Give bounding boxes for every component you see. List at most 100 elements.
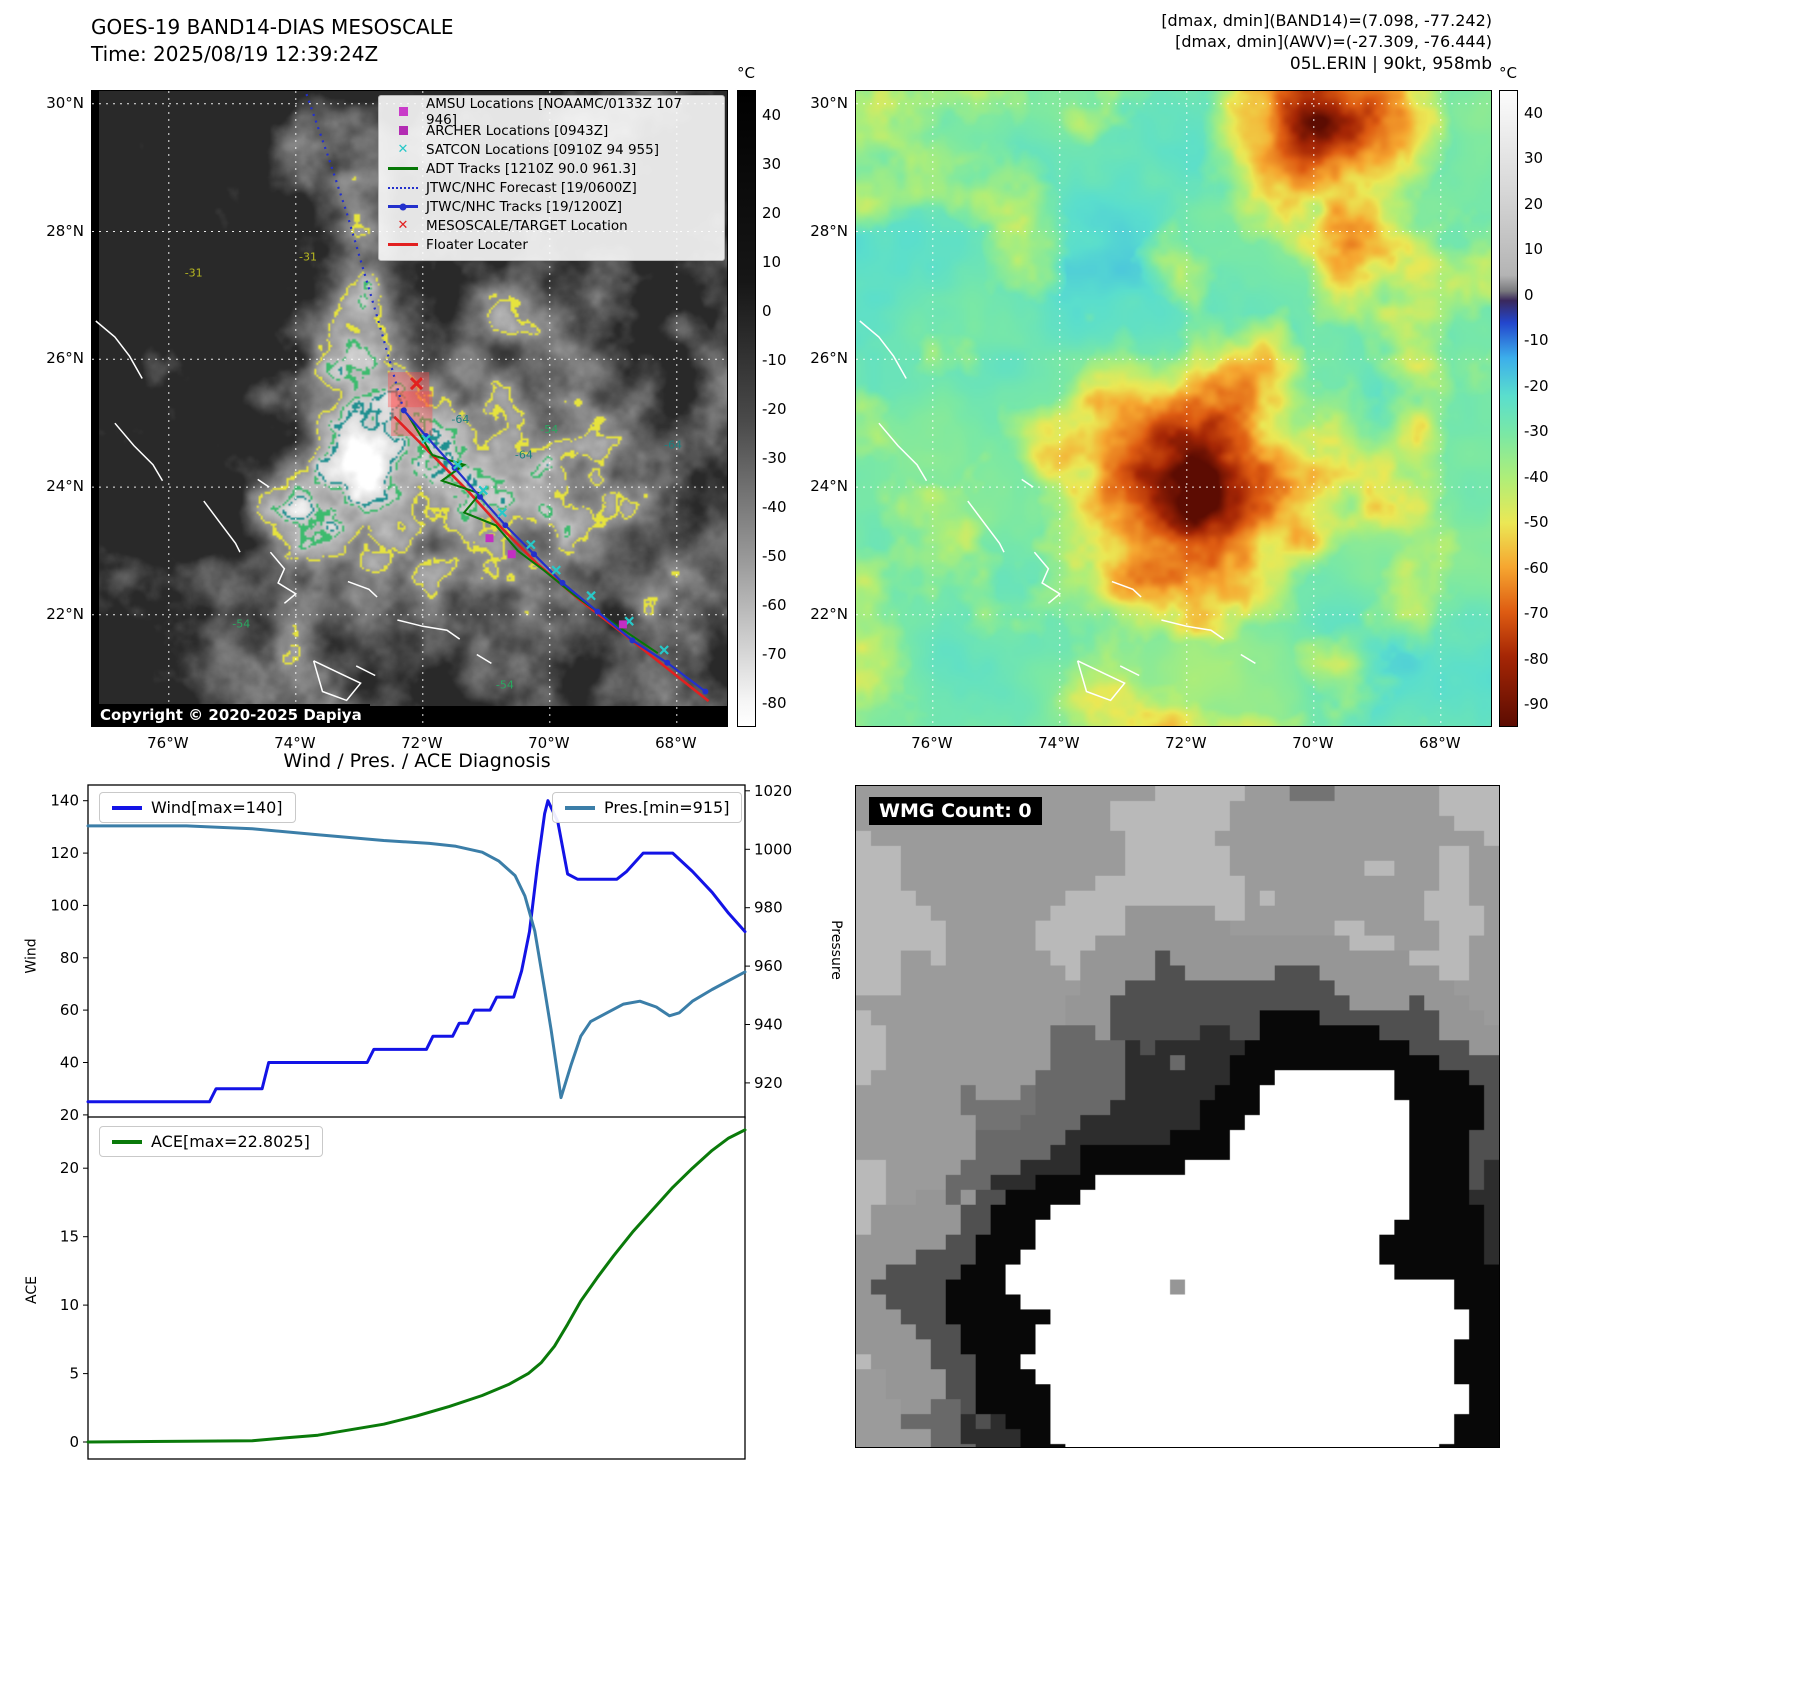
legend-item: AMSU Locations [NOAAMC/0133Z 107 946]: [387, 96, 716, 128]
tick-label: -80: [1524, 649, 1549, 668]
tick-label: 40: [762, 105, 782, 124]
awv-map-panel: [855, 90, 1492, 727]
svg-text:0: 0: [69, 1433, 79, 1451]
svg-text:-31: -31: [299, 250, 317, 263]
tick-label: -30: [762, 448, 787, 467]
legend-item-label: ADT Tracks [1210Z 90.0 961.3]: [426, 160, 637, 177]
ace-legend-line: [112, 1139, 142, 1144]
wind-axis-label: Wind: [23, 938, 40, 974]
tick-label: 30: [1524, 149, 1544, 168]
svg-text:-54: -54: [496, 678, 514, 691]
legend-item-label: Floater Locater: [426, 236, 528, 253]
tick-label: 30: [762, 154, 782, 173]
tick-label: -50: [1524, 513, 1549, 532]
svg-text:140: 140: [50, 792, 79, 810]
legend-item: JTWC/NHC Tracks [19/1200Z]: [387, 197, 716, 216]
svg-text:-64: -64: [664, 439, 682, 452]
tick-label: -20: [762, 399, 787, 418]
svg-text:5: 5: [69, 1365, 79, 1383]
tick-label: 22°N: [46, 604, 84, 623]
tick-label: 28°N: [810, 221, 848, 240]
copyright-label: Copyright © 2020-2025 Dapiya: [92, 704, 370, 726]
svg-text:960: 960: [754, 957, 783, 975]
legend-item: ARCHER Locations [0943Z]: [387, 121, 716, 140]
tick-label: 70°W: [528, 734, 570, 752]
svg-text:-31: -31: [185, 266, 203, 279]
band14-colorbar: [737, 90, 756, 727]
tick-label: -90: [1524, 695, 1549, 714]
awv-colorbar: [1499, 90, 1518, 727]
tick-label: 28°N: [46, 221, 84, 240]
tick-label: -70: [762, 644, 787, 663]
colorbar-unit-right: °C: [1499, 64, 1517, 82]
tick-label: 74°W: [1038, 734, 1080, 752]
chart-title: Wind / Pres. / ACE Diagnosis: [283, 750, 551, 772]
svg-text:1000: 1000: [754, 840, 792, 858]
tick-label: -40: [1524, 467, 1549, 486]
wind-legend-label: Wind[max=140]: [151, 798, 283, 817]
wmg-count-label: WMG Count: 0: [869, 797, 1042, 825]
svg-text:20: 20: [60, 1159, 79, 1177]
svg-text:100: 100: [50, 896, 79, 914]
svg-text:15: 15: [60, 1228, 79, 1246]
tick-label: -10: [762, 350, 787, 369]
svg-text:-64: -64: [515, 448, 533, 461]
svg-text:10: 10: [60, 1296, 79, 1314]
dmax-dmin-awv: [dmax, dmin](AWV)=(-27.309, -76.444): [1175, 32, 1492, 51]
legend-item-label: SATCON Locations [0910Z 94 955]: [426, 141, 659, 158]
svg-text:980: 980: [754, 899, 783, 917]
svg-text:120: 120: [50, 844, 79, 862]
legend-item: ✕ MESOSCALE/TARGET Location: [387, 216, 716, 235]
tick-label: 10: [762, 252, 782, 271]
map-legend: AMSU Locations [NOAAMC/0133Z 107 946] ARC…: [378, 95, 725, 261]
awv-satellite-image: [856, 91, 1491, 726]
tick-label: -60: [762, 595, 787, 614]
left-panel-title: GOES-19 BAND14-DIAS MESOSCALE: [91, 15, 454, 39]
left-panel-time: Time: 2025/08/19 12:39:24Z: [91, 42, 379, 66]
wind-pressure-chart: 20 40 60 80 100 120 140 920 940 960 980 1000 1020: [50, 782, 792, 1124]
tick-label: 22°N: [810, 604, 848, 623]
legend-item: JTWC/NHC Forecast [19/0600Z]: [387, 178, 716, 197]
dmax-dmin-band14: [dmax, dmin](BAND14)=(7.098, -77.242): [1161, 11, 1492, 30]
square-marker-icon: [387, 126, 419, 135]
svg-text:940: 940: [754, 1016, 783, 1034]
legend-item: ✕ SATCON Locations [0910Z 94 955]: [387, 140, 716, 159]
legend-item-label: JTWC/NHC Forecast [19/0600Z]: [426, 179, 637, 196]
tick-label: 76°W: [911, 734, 953, 752]
svg-text:920: 920: [754, 1074, 783, 1092]
x-marker-icon: ✕: [397, 218, 409, 233]
tick-label: -70: [1524, 604, 1549, 623]
tick-label: 24°N: [46, 477, 84, 496]
svg-text:1020: 1020: [754, 782, 792, 800]
tick-label: 20: [762, 203, 782, 222]
pressure-axis-label: Pressure: [827, 920, 844, 980]
tick-label: 24°N: [810, 477, 848, 496]
tick-label: 72°W: [1165, 734, 1207, 752]
wind-legend: Wind[max=140]: [99, 792, 296, 823]
band14-map-panel: -31 -31 -64 -64 -54 -54 -54 -64 AMSU Locations …: [91, 90, 728, 727]
line-marker-icon: [387, 243, 419, 246]
legend-item-label: AMSU Locations [NOAAMC/0133Z 107 946]: [426, 95, 682, 128]
tick-label: -40: [762, 497, 787, 516]
tick-label: 0: [1524, 285, 1534, 304]
legend-item-label: JTWC/NHC Tracks [19/1200Z]: [426, 198, 623, 215]
left-panel-title-block: GOES-19 BAND14-DIAS MESOSCALE Time: 2025…: [91, 14, 454, 68]
image-edge: [92, 91, 99, 726]
wind-legend-line: [112, 805, 142, 810]
svg-text:80: 80: [60, 949, 79, 967]
tick-label: -30: [1524, 422, 1549, 441]
wmg-panel: [855, 785, 1500, 1448]
x-marker-icon: ✕: [397, 142, 409, 157]
tick-label: 20: [1524, 194, 1544, 213]
tick-label: 76°W: [147, 734, 189, 752]
tick-label: -60: [1524, 558, 1549, 577]
tick-label: -80: [762, 693, 787, 712]
pressure-legend-line: [565, 805, 595, 810]
legend-item: Floater Locater: [387, 235, 716, 254]
svg-text:-64: -64: [451, 413, 469, 426]
ace-legend: ACE[max=22.8025]: [99, 1126, 323, 1157]
wmg-grid-image: [856, 786, 1499, 1447]
tick-label: 68°W: [655, 734, 697, 752]
tick-label: 74°W: [274, 734, 316, 752]
svg-text:-54: -54: [540, 423, 558, 436]
